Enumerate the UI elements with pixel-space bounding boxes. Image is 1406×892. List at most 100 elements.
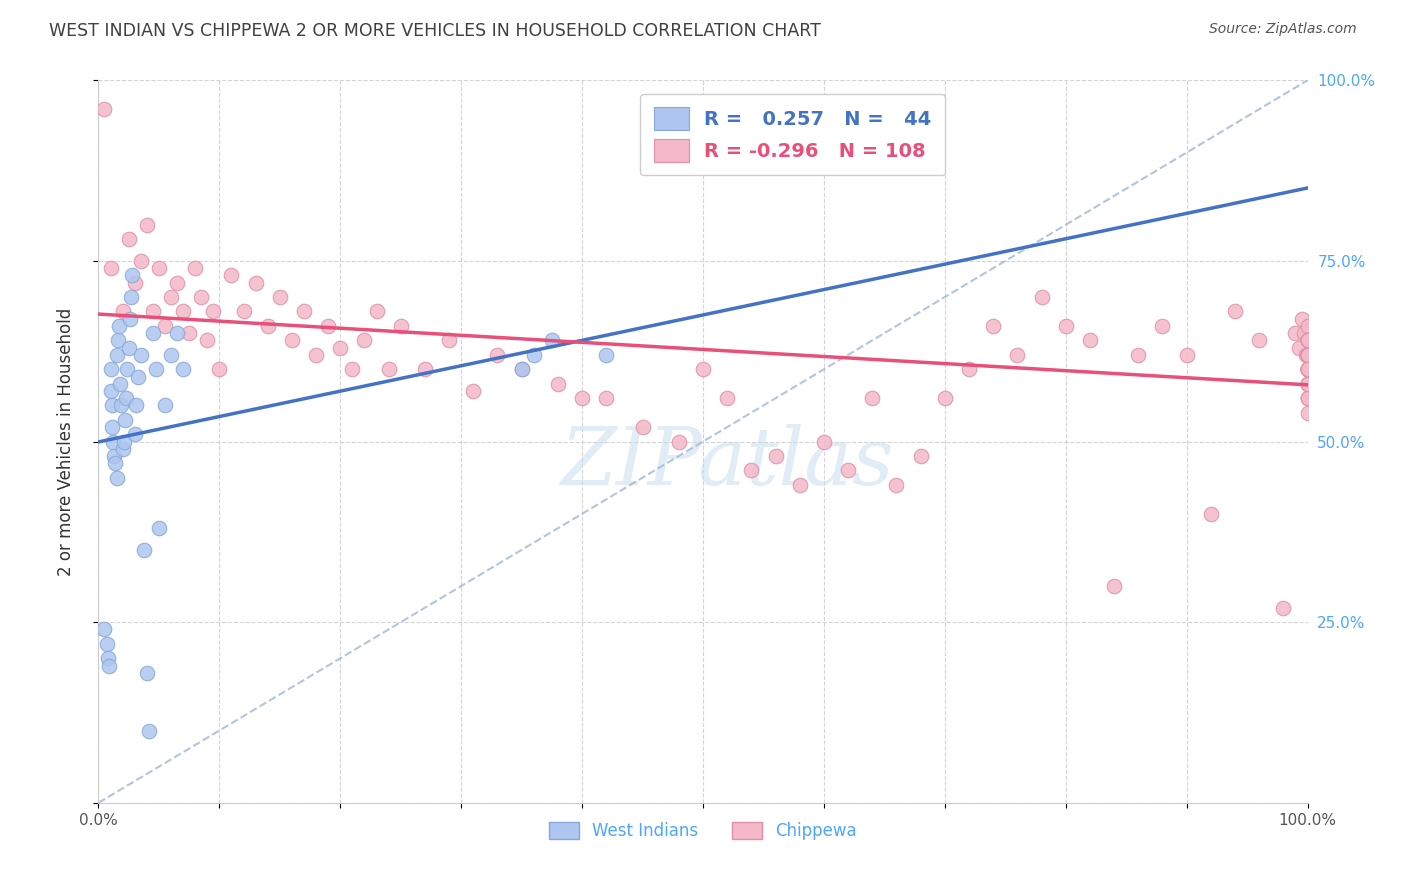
Point bbox=[765, 449, 787, 463]
Point bbox=[190, 290, 212, 304]
Point bbox=[1296, 348, 1319, 362]
Point bbox=[1296, 334, 1319, 348]
Point bbox=[957, 362, 980, 376]
Point bbox=[153, 398, 176, 412]
Point bbox=[860, 391, 883, 405]
Point bbox=[121, 268, 143, 283]
Point bbox=[125, 398, 148, 412]
Point bbox=[540, 334, 562, 348]
Point bbox=[910, 449, 932, 463]
Point bbox=[547, 376, 569, 391]
Point bbox=[114, 413, 136, 427]
Point bbox=[129, 253, 152, 268]
Point bbox=[571, 391, 593, 405]
Point bbox=[329, 341, 352, 355]
Point bbox=[110, 398, 132, 412]
Point bbox=[127, 369, 149, 384]
Point bbox=[111, 442, 134, 456]
Point bbox=[316, 318, 339, 333]
Point bbox=[117, 362, 139, 376]
Point bbox=[934, 391, 956, 405]
Point bbox=[103, 449, 125, 463]
Point bbox=[789, 478, 811, 492]
Point bbox=[523, 348, 546, 362]
Point bbox=[232, 304, 254, 318]
Point bbox=[100, 420, 122, 434]
Point bbox=[148, 521, 170, 535]
Point bbox=[148, 261, 170, 276]
Point bbox=[153, 318, 176, 333]
Point bbox=[160, 348, 183, 362]
Point bbox=[1296, 334, 1319, 348]
Point bbox=[100, 398, 122, 412]
Point bbox=[269, 290, 291, 304]
Point bbox=[1296, 362, 1319, 376]
Point bbox=[1296, 348, 1319, 362]
Point bbox=[1296, 362, 1319, 376]
Point bbox=[101, 434, 124, 449]
Point bbox=[1296, 348, 1319, 362]
Point bbox=[1296, 334, 1319, 348]
Point bbox=[118, 232, 141, 246]
Point bbox=[1296, 348, 1319, 362]
Point bbox=[1288, 341, 1310, 355]
Point bbox=[93, 102, 115, 116]
Point bbox=[1296, 348, 1319, 362]
Point bbox=[202, 304, 225, 318]
Point bbox=[1249, 334, 1271, 348]
Point bbox=[981, 318, 1004, 333]
Point bbox=[740, 463, 762, 477]
Point bbox=[1296, 391, 1319, 405]
Point bbox=[104, 456, 127, 470]
Point bbox=[1199, 507, 1222, 521]
Point bbox=[437, 334, 460, 348]
Point bbox=[353, 334, 375, 348]
Point bbox=[160, 290, 183, 304]
Text: WEST INDIAN VS CHIPPEWA 2 OR MORE VEHICLES IN HOUSEHOLD CORRELATION CHART: WEST INDIAN VS CHIPPEWA 2 OR MORE VEHICL… bbox=[49, 22, 821, 40]
Point bbox=[1296, 376, 1319, 391]
Point bbox=[1296, 362, 1319, 376]
Point bbox=[1296, 334, 1319, 348]
Point bbox=[1031, 290, 1053, 304]
Point bbox=[692, 362, 714, 376]
Point bbox=[595, 348, 617, 362]
Point bbox=[389, 318, 412, 333]
Point bbox=[221, 268, 243, 283]
Point bbox=[1296, 362, 1319, 376]
Point bbox=[1296, 362, 1319, 376]
Point bbox=[413, 362, 436, 376]
Point bbox=[813, 434, 835, 449]
Point bbox=[96, 637, 118, 651]
Point bbox=[1295, 348, 1317, 362]
Point bbox=[281, 334, 304, 348]
Point bbox=[105, 348, 128, 362]
Point bbox=[120, 290, 142, 304]
Point bbox=[97, 651, 120, 665]
Point bbox=[1296, 348, 1319, 362]
Point bbox=[115, 391, 138, 405]
Point bbox=[100, 261, 122, 276]
Point bbox=[118, 341, 141, 355]
Point bbox=[510, 362, 533, 376]
Point bbox=[1292, 326, 1315, 340]
Point bbox=[124, 427, 146, 442]
Point bbox=[837, 463, 859, 477]
Point bbox=[208, 362, 231, 376]
Point bbox=[1296, 406, 1319, 420]
Point bbox=[172, 304, 194, 318]
Point bbox=[377, 362, 399, 376]
Point bbox=[124, 276, 146, 290]
Point bbox=[1007, 348, 1029, 362]
Point bbox=[166, 326, 188, 340]
Point bbox=[510, 362, 533, 376]
Point bbox=[1128, 348, 1150, 362]
Point bbox=[1296, 348, 1319, 362]
Point bbox=[342, 362, 364, 376]
Point bbox=[1175, 348, 1198, 362]
Point bbox=[166, 276, 188, 290]
Point bbox=[305, 348, 328, 362]
Point bbox=[1296, 334, 1319, 348]
Point bbox=[1223, 304, 1246, 318]
Point bbox=[1296, 391, 1319, 405]
Point bbox=[1102, 579, 1125, 593]
